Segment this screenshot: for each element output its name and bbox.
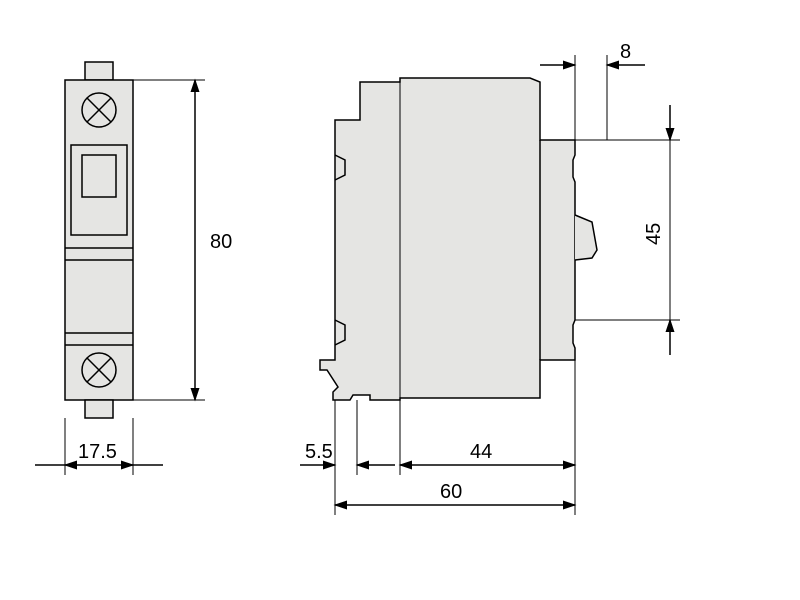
side-view xyxy=(320,78,597,400)
dim-label: 80 xyxy=(210,231,232,253)
dim-60: 60 xyxy=(335,475,575,515)
dim-label: 17.5 xyxy=(78,441,117,463)
dim-label: 60 xyxy=(440,481,462,503)
dim-height-80: 80 xyxy=(133,80,232,400)
dim-label: 5.5 xyxy=(305,441,333,463)
dim-label: 44 xyxy=(470,441,492,463)
dim-width-17-5: 17.5 xyxy=(35,418,163,475)
dim-label: 8 xyxy=(620,41,631,63)
dim-5-5: 5.5 xyxy=(300,400,395,475)
front-view xyxy=(65,62,133,418)
technical-drawing: 80 17.5 5.5 44 xyxy=(0,0,800,600)
dim-label: 45 xyxy=(643,223,665,245)
